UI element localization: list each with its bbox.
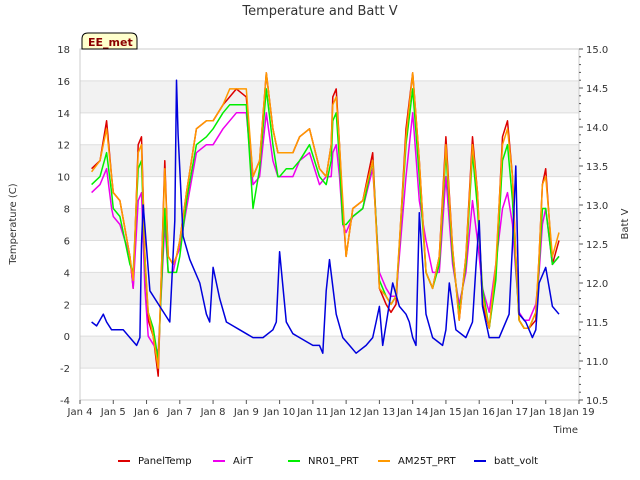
legend-label: AM25T_PRT	[398, 456, 457, 467]
y-tick-label: -4	[60, 396, 70, 407]
legend-label: PanelTemp	[138, 456, 192, 467]
y2-tick-label: 15.0	[586, 45, 608, 56]
station-badge-label: EE_met	[88, 36, 133, 49]
y-tick-label: 10	[57, 173, 70, 184]
legend: PanelTemp AirT NR01_PRT AM25T_PRT batt_volt	[118, 456, 538, 467]
y-tick-label: 6	[64, 236, 70, 247]
plot-band	[80, 112, 579, 145]
y-axis-ticks: -4 -2 0 2 4 6 8 10 12 14 16 18	[57, 45, 70, 407]
x-tick-label: Jan 13	[363, 407, 395, 418]
y2-tick-label: 10.5	[586, 396, 608, 407]
y-tick-label: 14	[57, 109, 70, 120]
legend-label: batt_volt	[494, 456, 538, 467]
x-tick-label: Jan 16	[463, 407, 495, 418]
plot-band	[80, 368, 579, 400]
x-tick-label: Jan 6	[133, 407, 159, 418]
y-tick-label: 16	[57, 77, 70, 88]
x-tick-label: Jan 8	[200, 407, 226, 418]
y2-tick-label: 14.5	[586, 84, 608, 95]
x-tick-label: Jan 7	[166, 407, 192, 418]
x-tick-label: Jan 15	[429, 407, 461, 418]
station-badge: EE_met	[81, 32, 138, 50]
x-tick-label: Jan 14	[396, 407, 428, 418]
series-lines	[91, 72, 560, 377]
x-tick-label: Jan 10	[263, 407, 295, 418]
y-tick-label: 0	[64, 332, 70, 343]
y2-axis-label: Batt V	[620, 208, 631, 239]
y2-tick-label: 12.5	[586, 240, 608, 251]
y-tick-label: 4	[64, 268, 70, 279]
series-line-am25t-prt	[91, 72, 560, 369]
y2-tick-label: 13.0	[586, 201, 608, 212]
y-tick-label: 12	[57, 141, 70, 152]
legend-label: NR01_PRT	[308, 456, 359, 467]
plot-band	[80, 49, 579, 81]
x-tick-label: Jan 5	[100, 407, 126, 418]
y2-tick-label: 14.0	[586, 123, 608, 134]
x-tick-label: Jan 9	[233, 407, 259, 418]
y2-axis-ticks: 10.5 11.0 11.5 12.0 12.5 13.0 13.5 14.0 14.5 15.0	[579, 45, 608, 407]
x-tick-label: Jan 12	[329, 407, 361, 418]
plot-band	[80, 80, 579, 113]
plot-band	[80, 304, 579, 337]
x-tick-label: Jan 17	[496, 407, 528, 418]
y-tick-label: 18	[57, 45, 70, 56]
y-tick-label: 8	[64, 205, 70, 216]
y2-tick-label: 13.5	[586, 162, 608, 173]
y2-tick-label: 11.5	[586, 318, 608, 329]
chart-title: Temperature and Batt V	[241, 4, 397, 19]
x-axis-ticks: Jan 4 Jan 5 Jan 6 Jan 7 Jan 8 Jan 9 Jan 10 Jan …	[67, 400, 595, 418]
y-tick-label: -2	[60, 364, 70, 375]
series-line-batt-volt	[91, 79, 560, 354]
x-tick-label: Jan 4	[67, 407, 93, 418]
plot-band	[80, 208, 579, 241]
y2-tick-label: 11.0	[586, 357, 608, 368]
legend-label: AirT	[233, 456, 254, 467]
y-axis-label: Temperature (C)	[8, 183, 19, 265]
x-tick-label: Jan 18	[529, 407, 561, 418]
y-tick-label: 2	[64, 300, 70, 311]
plot-frame	[79, 48, 580, 401]
x-tick-label: Jan 11	[296, 407, 328, 418]
plot-band	[80, 336, 579, 369]
x-axis-label: Time	[553, 425, 578, 436]
y2-tick-label: 12.0	[586, 279, 608, 290]
plot-band	[80, 240, 579, 273]
x-tick-label: Jan 19	[562, 407, 594, 418]
